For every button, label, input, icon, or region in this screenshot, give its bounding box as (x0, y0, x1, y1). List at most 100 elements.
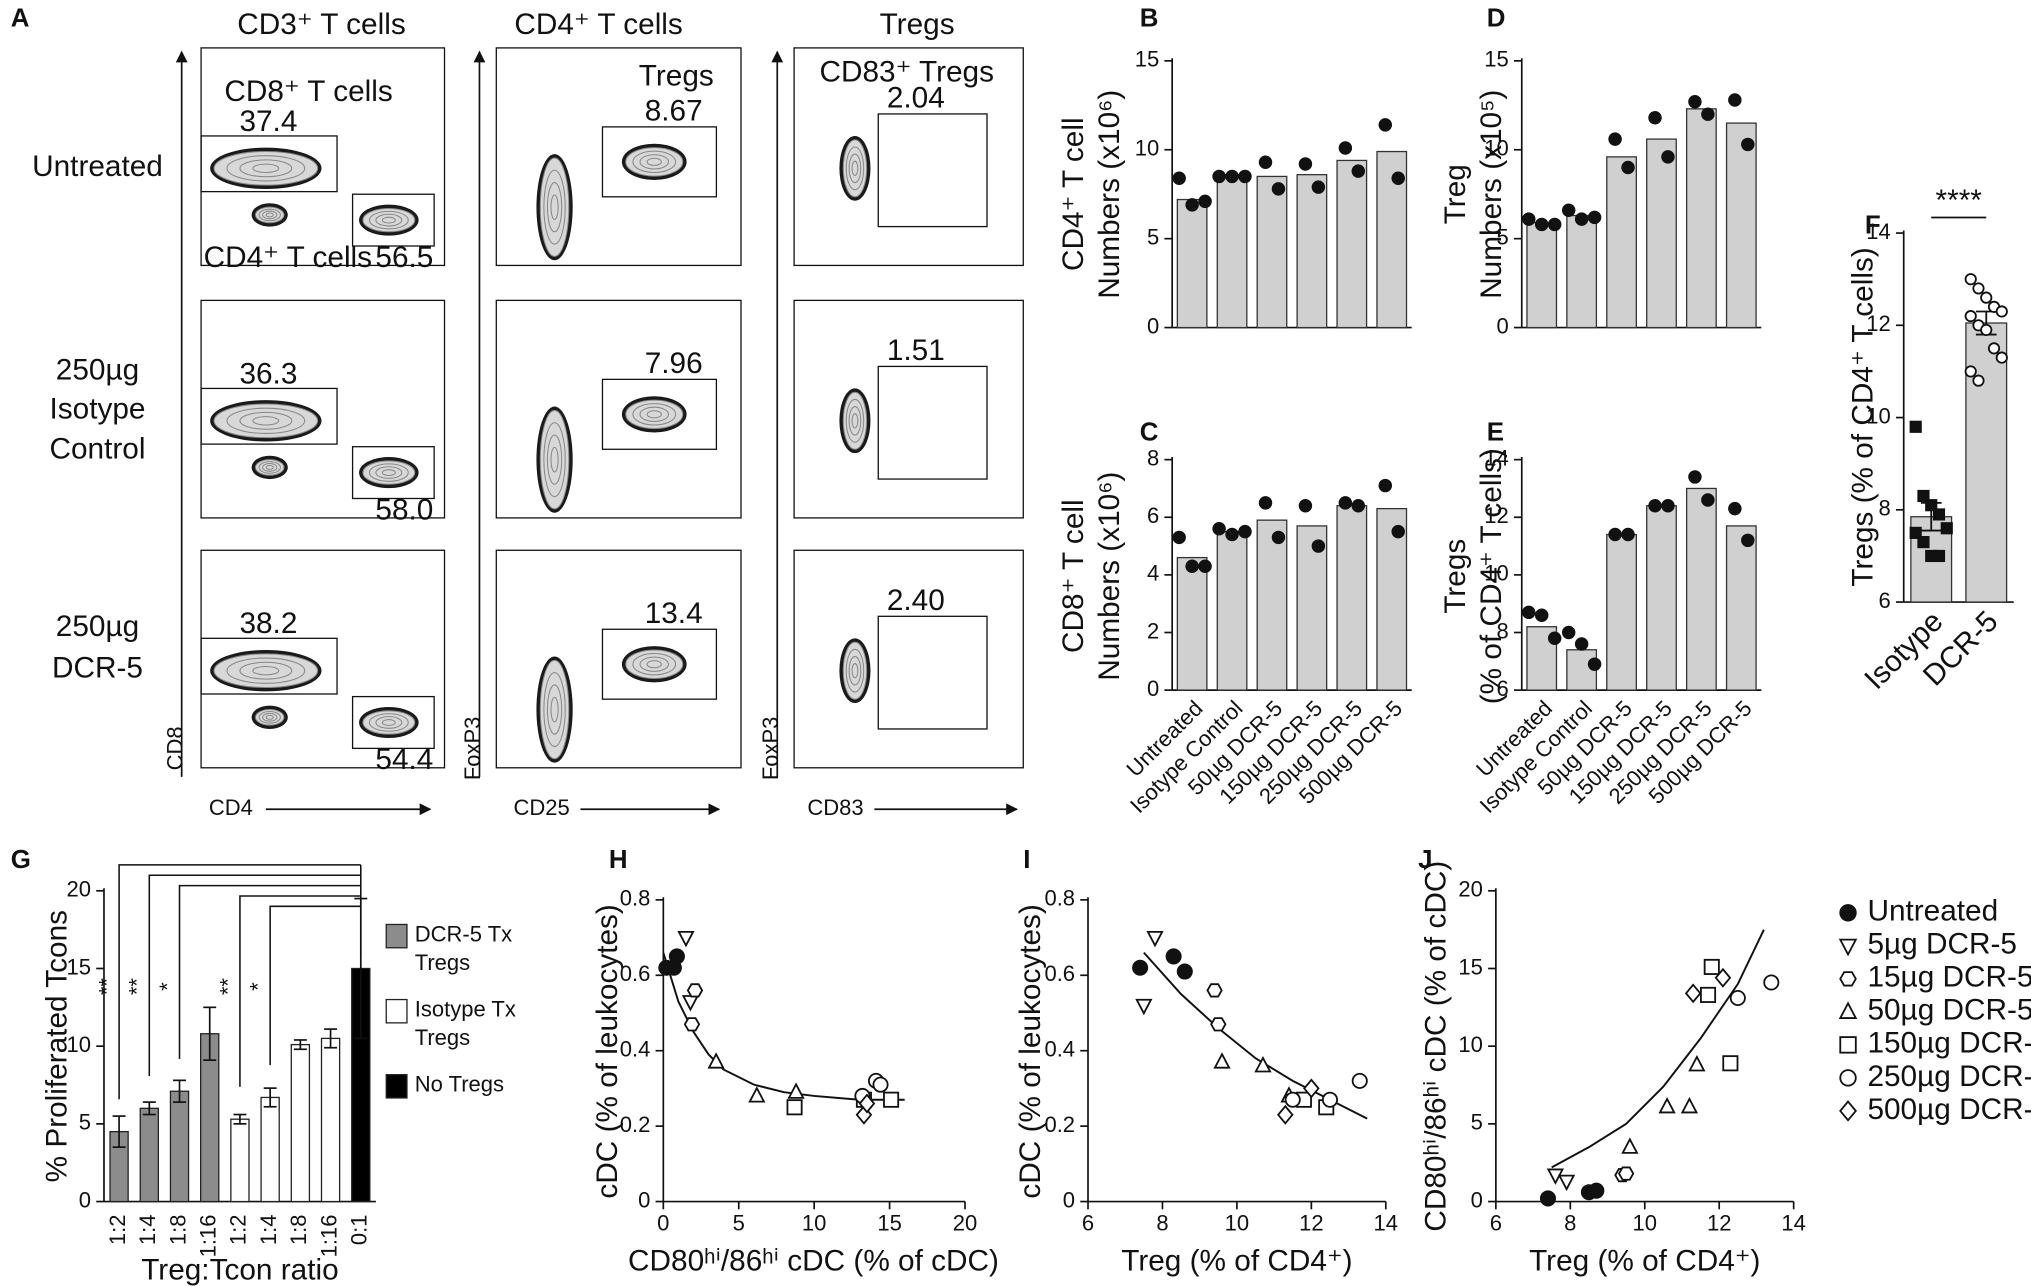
panel-letter: J (1418, 846, 1432, 874)
point (681, 995, 700, 1012)
bar (320, 1037, 341, 1203)
point (1185, 198, 1199, 212)
legend-label: No Tregs (414, 1072, 505, 1097)
contour (262, 712, 278, 722)
contour (226, 657, 306, 684)
point (1351, 1072, 1368, 1089)
point (1700, 986, 1717, 1003)
axis-label: CD4 (209, 795, 253, 820)
bar (1336, 505, 1368, 691)
bar (1725, 122, 1757, 329)
y-axis-label: Tregs (% of CD4⁺ T cells) (1847, 247, 1880, 586)
bar (1606, 156, 1637, 329)
point (1932, 549, 1946, 563)
y-tick-label: 14 (1866, 219, 1890, 244)
x-tick-label: 6 (1082, 1211, 1094, 1236)
point (1980, 291, 1993, 304)
point (1547, 631, 1562, 645)
bar (1296, 174, 1328, 329)
gate-value: 38.2 (239, 607, 297, 640)
point (1588, 1182, 1605, 1199)
point (1378, 118, 1392, 132)
x-axis-label: Treg (% of CD4⁺) (1529, 1244, 1760, 1277)
contour (265, 464, 274, 470)
contour (539, 659, 570, 760)
significance-bracket (239, 895, 361, 1087)
bar (1336, 159, 1368, 329)
point (1987, 342, 2001, 355)
gate-label: Tregs (639, 60, 714, 93)
y-tick-label: 10 (1484, 561, 1508, 586)
significance: * (155, 982, 180, 991)
panel-letter: H (609, 846, 628, 874)
panel-letter: E (1487, 419, 1504, 447)
point (1940, 522, 1953, 535)
contour (543, 422, 566, 498)
contour (848, 406, 862, 436)
y-tick-label: 8 (1879, 496, 1891, 521)
y-tick-label: 5 (1147, 224, 1159, 249)
y-tick-label: 0 (638, 1187, 650, 1212)
gate-value: 7.96 (645, 347, 703, 380)
x-tick-label: 0:1 (347, 1214, 372, 1245)
contour (543, 672, 566, 747)
point (1135, 998, 1153, 1016)
y-axis-label: (% of CD4⁺ T cells) (1475, 448, 1508, 704)
significance: ** (95, 978, 120, 996)
bar (1725, 525, 1757, 691)
contour (368, 713, 409, 732)
contour (239, 411, 293, 430)
y-axis-label: % Proliferated Tcons (41, 910, 74, 1182)
contour (226, 407, 306, 434)
y-axis-label: cDC (% of leukocytes) (591, 904, 624, 1198)
point (1225, 169, 1239, 184)
point (1574, 637, 1589, 651)
y-tick-label: 0.4 (620, 1037, 651, 1062)
axis-label: CD83 (807, 795, 863, 820)
x-tick-label: 12 (1707, 1211, 1731, 1236)
point (1146, 930, 1164, 948)
axis-label: CD8 (162, 726, 187, 770)
y-tick-label: 20 (1458, 877, 1482, 902)
significance-bracket (269, 905, 361, 1066)
point (1539, 1190, 1557, 1207)
legend-swatch (385, 923, 408, 949)
contour (842, 139, 868, 198)
point (1587, 210, 1602, 225)
y-tick-label: 15 (1484, 47, 1508, 72)
gate (200, 637, 338, 695)
bar (1685, 487, 1717, 691)
bar (1216, 175, 1248, 329)
point (1172, 171, 1186, 185)
contour (646, 660, 662, 669)
point (1238, 169, 1252, 184)
contour (213, 150, 319, 186)
contour (639, 154, 670, 170)
point (1839, 1069, 1857, 1087)
y-tick-label: 0 (79, 1187, 91, 1212)
contour (368, 463, 409, 482)
bar (1606, 533, 1637, 691)
contour (375, 716, 403, 729)
contour (632, 653, 677, 676)
gate (601, 378, 718, 450)
bar (1216, 531, 1248, 691)
gate (877, 113, 988, 228)
point (1701, 107, 1715, 121)
point (787, 1082, 805, 1099)
contour (848, 655, 862, 686)
point (1661, 150, 1675, 164)
point (1206, 983, 1223, 998)
point (1917, 536, 1930, 549)
contour (252, 665, 280, 676)
point (1680, 1096, 1699, 1114)
contour (265, 212, 274, 218)
point (1534, 217, 1549, 232)
contour (262, 463, 278, 472)
point (1839, 904, 1857, 922)
point (1972, 374, 1985, 387)
point (1321, 1091, 1338, 1108)
y-axis-label: Numbers (x10⁵) (1475, 90, 1508, 299)
point (1621, 1137, 1639, 1154)
